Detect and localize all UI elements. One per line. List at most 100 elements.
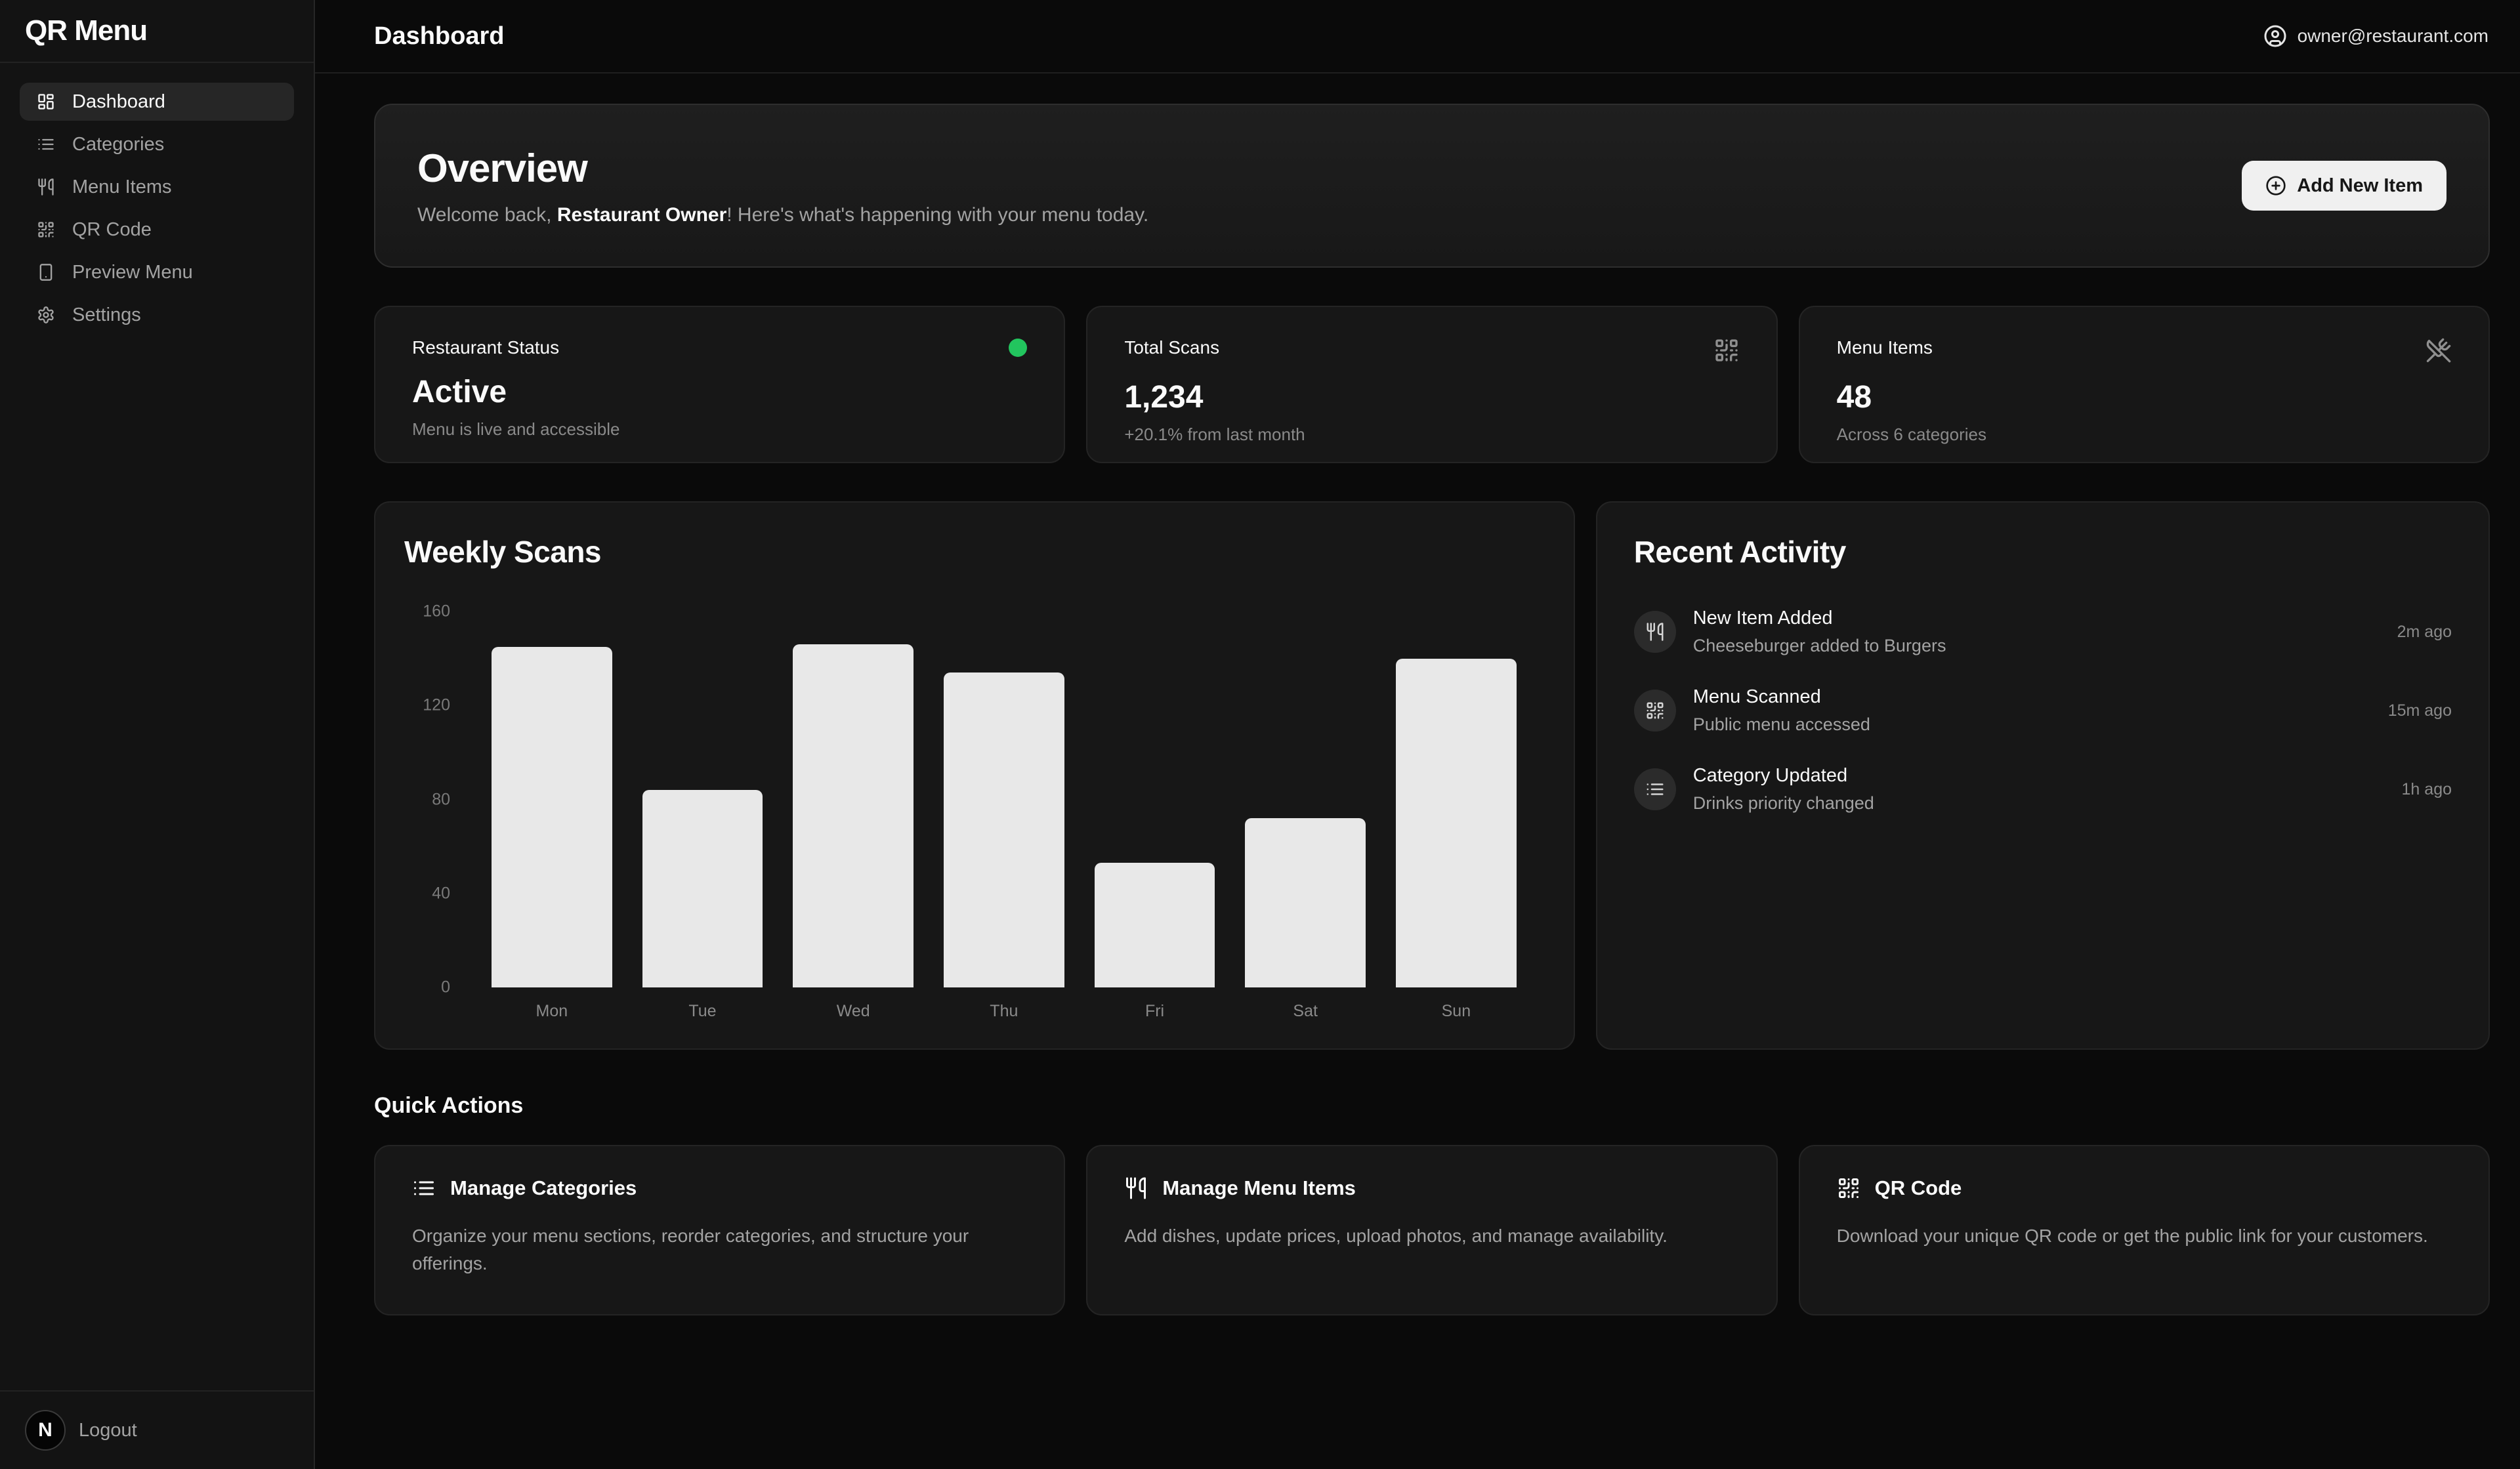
list-icon bbox=[412, 1176, 436, 1200]
chart-bar-mon bbox=[491, 646, 612, 987]
sidebar-item-label: Dashboard bbox=[72, 91, 165, 112]
chart-x-label: Wed bbox=[836, 1002, 870, 1020]
chart-bar-thu bbox=[943, 672, 1064, 987]
chart-x-axis: Mon Tue Wed Thu Fri Sat Sun bbox=[476, 1002, 1532, 1021]
logout-button[interactable]: Logout bbox=[79, 1419, 137, 1441]
activity-time: 2m ago bbox=[2397, 622, 2452, 641]
chart-bar-fri bbox=[1094, 863, 1215, 987]
stat-value: 1,234 bbox=[1124, 380, 1204, 415]
smartphone-icon bbox=[37, 263, 55, 281]
utensils-icon bbox=[37, 178, 55, 196]
welcome-name: Restaurant Owner bbox=[556, 203, 727, 226]
quick-action-description: Add dishes, update prices, upload photos… bbox=[1124, 1226, 1668, 1246]
chart-y-tick: 0 bbox=[441, 978, 450, 997]
chart-band bbox=[1080, 611, 1230, 987]
stat-subtitle: Across 6 categories bbox=[1836, 424, 1986, 444]
activity-subtitle: Drinks priority changed bbox=[1692, 793, 1874, 813]
stat-card-menu-items: Menu Items 48 Across 6 categories bbox=[1798, 306, 2490, 463]
activity-title: Menu Scanned bbox=[1692, 686, 1821, 707]
sidebar-header: QR Menu bbox=[0, 0, 314, 63]
chart-band bbox=[1230, 611, 1381, 987]
list-icon bbox=[37, 135, 55, 154]
qr-code-icon bbox=[1713, 337, 1740, 363]
chart-band bbox=[778, 611, 929, 987]
chart-bar-sun bbox=[1396, 658, 1517, 987]
overview-title: Overview bbox=[417, 146, 588, 190]
quick-action-description: Download your unique QR code or get the … bbox=[1836, 1226, 2428, 1246]
chart-title: Weekly Scans bbox=[404, 535, 602, 569]
chart-bars bbox=[476, 611, 1532, 987]
sidebar-item-qr-code[interactable]: QR Code bbox=[20, 211, 294, 249]
activity-time: 15m ago bbox=[2387, 701, 2452, 720]
topbar: Dashboard owner@restaurant.com bbox=[315, 0, 2520, 73]
stat-value: 48 bbox=[1836, 380, 1872, 415]
chart-y-tick: 120 bbox=[423, 695, 450, 714]
chart-band bbox=[929, 611, 1080, 987]
sidebar-nav: Dashboard Categories Menu Items QR Code … bbox=[0, 63, 314, 354]
quick-action-manage-menu-items[interactable]: Manage Menu Items Add dishes, update pri… bbox=[1086, 1145, 1778, 1315]
user-circle-icon bbox=[2263, 24, 2287, 48]
stat-label: Restaurant Status bbox=[412, 337, 560, 358]
quick-action-title: Manage Categories bbox=[450, 1176, 637, 1199]
sidebar: QR Menu Dashboard Categories Menu Items … bbox=[0, 0, 315, 1469]
chart-x-label: Fri bbox=[1144, 1002, 1165, 1020]
add-new-item-button[interactable]: Add New Item bbox=[2242, 161, 2446, 211]
status-dot bbox=[1009, 339, 1028, 357]
sidebar-item-settings[interactable]: Settings bbox=[20, 296, 294, 334]
plus-circle-icon bbox=[2265, 175, 2286, 196]
stat-label: Total Scans bbox=[1124, 337, 1220, 358]
sidebar-item-label: Settings bbox=[72, 304, 141, 325]
overview-text: Overview Welcome back, Restaurant Owner!… bbox=[417, 146, 1148, 226]
charts-row: Weekly Scans 0 40 80 120 160 Mon Tue Wed Thu Fri… bbox=[374, 501, 2490, 1050]
quick-actions-row: Manage Categories Organize your menu sec… bbox=[374, 1145, 2490, 1315]
sidebar-item-menu-items[interactable]: Menu Items bbox=[20, 168, 294, 206]
sidebar-item-preview-menu[interactable]: Preview Menu bbox=[20, 253, 294, 291]
qr-code-icon bbox=[1633, 690, 1676, 732]
chart-x-label: Thu bbox=[990, 1002, 1018, 1020]
quick-action-manage-categories[interactable]: Manage Categories Organize your menu sec… bbox=[374, 1145, 1066, 1315]
quick-actions-title: Quick Actions bbox=[374, 1093, 524, 1118]
stat-subtitle: Menu is live and accessible bbox=[412, 419, 620, 439]
user-menu[interactable]: owner@restaurant.com bbox=[2263, 24, 2488, 48]
stat-label: Menu Items bbox=[1836, 337, 1933, 358]
welcome-suffix: ! Here's what's happening with your menu… bbox=[726, 203, 1149, 226]
activity-list: New Item Added Cheeseburger added to Bur… bbox=[1633, 608, 2452, 814]
sidebar-item-categories[interactable]: Categories bbox=[20, 125, 294, 163]
chart-y-tick: 160 bbox=[423, 602, 450, 621]
page-title: Dashboard bbox=[374, 22, 505, 50]
qr-code-icon bbox=[37, 220, 55, 239]
chart-band bbox=[627, 611, 778, 987]
weekly-scans-panel: Weekly Scans 0 40 80 120 160 Mon Tue Wed Thu Fri… bbox=[374, 501, 1575, 1050]
utensils-icon bbox=[1633, 611, 1676, 653]
stat-card-restaurant-status: Restaurant Status Active Menu is live an… bbox=[374, 306, 1066, 463]
chart-x-label: Sun bbox=[1441, 1002, 1471, 1020]
chart-x-label: Mon bbox=[536, 1002, 568, 1020]
add-new-item-label: Add New Item bbox=[2297, 175, 2423, 196]
welcome-prefix: Welcome back, bbox=[417, 203, 557, 226]
activity-item: New Item Added Cheeseburger added to Bur… bbox=[1633, 608, 2452, 656]
chart-y-tick: 80 bbox=[432, 790, 450, 808]
layout-dashboard-icon bbox=[37, 93, 55, 111]
quick-action-qr-code[interactable]: QR Code Download your unique QR code or … bbox=[1798, 1145, 2490, 1315]
app-title: QR Menu bbox=[25, 14, 148, 47]
logout-section: N Logout bbox=[0, 1390, 314, 1469]
quick-action-description: Organize your menu sections, reorder cat… bbox=[412, 1226, 969, 1273]
chart-y-tick: 40 bbox=[432, 884, 450, 903]
chart-x-label: Tue bbox=[688, 1002, 717, 1020]
chart-x-label: Sat bbox=[1293, 1002, 1318, 1020]
chart-band bbox=[1381, 611, 1532, 987]
sidebar-item-label: QR Code bbox=[72, 218, 152, 240]
recent-activity-panel: Recent Activity New Item Added Cheesebur… bbox=[1595, 501, 2490, 1050]
activity-subtitle: Public menu accessed bbox=[1692, 714, 1870, 734]
activity-title: New Item Added bbox=[1692, 608, 1833, 629]
gear-icon bbox=[37, 306, 55, 324]
list-icon bbox=[1633, 768, 1676, 810]
utensils-icon bbox=[1124, 1176, 1148, 1200]
avatar: N bbox=[25, 1410, 66, 1451]
activity-subtitle: Cheeseburger added to Burgers bbox=[1692, 636, 1946, 655]
qr-code-icon bbox=[1837, 1176, 1860, 1200]
quick-action-title: Manage Menu Items bbox=[1162, 1176, 1356, 1199]
activity-item: Menu Scanned Public menu accessed 15m ag… bbox=[1633, 686, 2452, 735]
sidebar-item-dashboard[interactable]: Dashboard bbox=[20, 83, 294, 121]
